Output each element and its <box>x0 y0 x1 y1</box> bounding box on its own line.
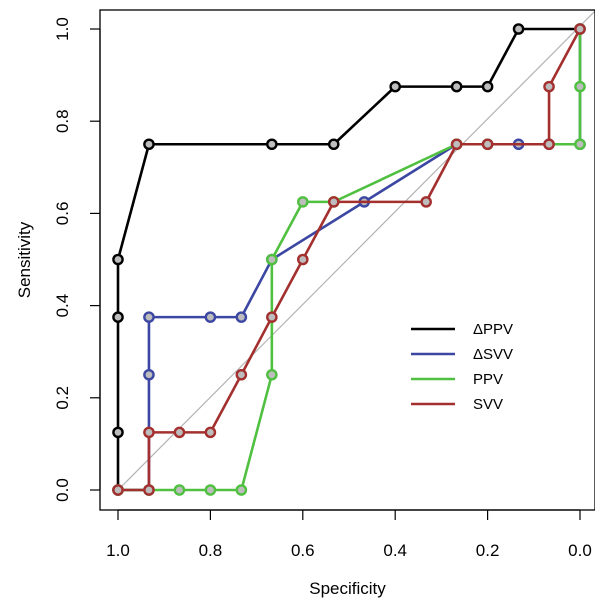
x-tick-label: 1.0 <box>106 541 130 560</box>
data-point <box>481 80 494 93</box>
data-point <box>204 426 217 439</box>
data-point <box>543 80 555 93</box>
data-point <box>173 426 186 439</box>
series-layer <box>112 23 586 496</box>
x-tick-label: 0.0 <box>568 541 592 560</box>
data-point <box>450 138 463 151</box>
data-point <box>450 80 463 93</box>
data-point <box>143 426 155 439</box>
plot-area <box>99 9 595 511</box>
data-point <box>204 484 217 496</box>
data-point <box>543 138 555 151</box>
data-point <box>204 311 217 323</box>
data-point <box>112 484 124 496</box>
series-line <box>116 27 580 490</box>
data-point <box>296 253 309 266</box>
y-tick-label: 0.0 <box>53 478 72 502</box>
data-point <box>327 196 340 208</box>
data-point <box>574 23 586 35</box>
data-point <box>143 484 155 496</box>
y-tick-label: 0.2 <box>53 386 72 410</box>
data-point <box>266 138 278 151</box>
data-point <box>481 138 494 151</box>
data-point <box>420 196 432 208</box>
data-point <box>143 311 155 323</box>
y-tick-label: 1.0 <box>53 17 72 41</box>
data-point <box>112 253 124 266</box>
data-point <box>512 23 525 35</box>
legend: ΔPPV ΔSVV PPV SVV <box>411 321 513 413</box>
data-point <box>574 138 586 151</box>
x-tick-label: 0.6 <box>291 541 315 560</box>
data-point <box>235 368 248 381</box>
data-point <box>143 138 155 151</box>
data-point <box>327 138 340 151</box>
y-tick-label: 0.4 <box>53 294 72 318</box>
legend-label: SVV <box>473 396 503 413</box>
data-point <box>266 311 278 323</box>
data-point <box>173 484 186 496</box>
reference-diagonal <box>117 10 595 491</box>
y-axis: 0.0 0.2 0.4 0.6 0.8 1.0 <box>53 17 101 502</box>
series-3 <box>112 23 586 496</box>
data-point <box>112 311 124 323</box>
y-tick-label: 0.6 <box>53 202 72 226</box>
data-point <box>143 368 155 381</box>
data-point <box>112 426 124 439</box>
x-tick-label: 0.2 <box>476 541 500 560</box>
legend-label: PPV <box>473 371 503 388</box>
x-tick-label: 0.4 <box>383 541 407 560</box>
data-point <box>266 253 278 266</box>
x-tick-label: 0.8 <box>199 541 223 560</box>
data-point <box>266 368 278 381</box>
legend-label: ΔSVV <box>473 346 513 363</box>
legend-label: ΔPPV <box>473 321 513 338</box>
y-tick-label: 0.8 <box>53 109 72 133</box>
x-axis-label: Specificity <box>309 579 386 598</box>
y-axis-label: Sensitivity <box>15 221 34 298</box>
data-point <box>296 196 309 208</box>
data-point <box>574 80 586 93</box>
data-point <box>235 311 248 323</box>
data-point <box>389 80 402 93</box>
x-axis: 1.0 0.8 0.6 0.4 0.2 0.0 <box>106 509 592 560</box>
data-point <box>235 484 248 496</box>
